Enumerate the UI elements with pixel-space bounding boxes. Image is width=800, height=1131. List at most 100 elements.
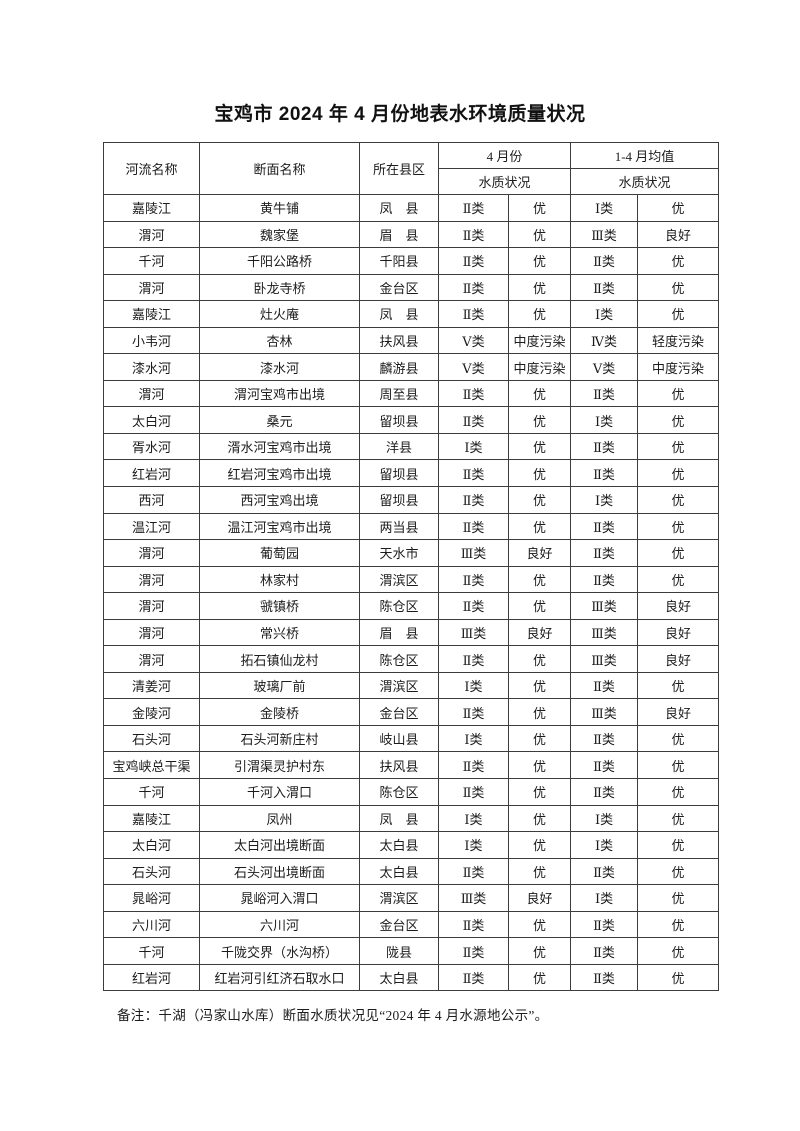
avg-class-cell: Ⅰ类 (570, 804, 639, 833)
april-class-cell: Ⅱ类 (438, 512, 509, 541)
section-name-cell: 杏林 (199, 326, 360, 355)
avg-status-cell: 优 (637, 778, 720, 806)
section-name-cell: 桑元 (199, 406, 360, 434)
river-name-cell: 石头河 (103, 857, 200, 886)
april-status-cell: 优 (507, 724, 572, 753)
table-row: 温江河 温江河宝鸡市出境 两当县 Ⅱ类优 Ⅱ类优 (103, 512, 720, 541)
section-name-cell: 林家村 (199, 565, 360, 594)
avg-status-cell: 优 (637, 671, 720, 700)
section-name-cell: 漆水河 (199, 353, 360, 381)
avg-class-cell: Ⅲ类 (570, 618, 639, 647)
table-row: 石头河 石头河新庄村 岐山县 Ⅰ类优 Ⅱ类优 (103, 724, 720, 753)
april-class-cell: Ⅰ类 (438, 804, 509, 833)
april-status-cell: 优 (507, 300, 572, 328)
avg-status-cell: 优 (637, 273, 720, 302)
county-cell: 太白县 (359, 831, 439, 859)
avg-class-cell: Ⅰ类 (570, 884, 639, 912)
header-row-2: 水质状况 水质状况 (104, 168, 720, 195)
county-cell: 留坝县 (359, 486, 439, 514)
april-class-cell: Ⅱ类 (438, 778, 509, 806)
county-cell: 太白县 (359, 963, 439, 992)
april-class-cell: Ⅱ类 (438, 406, 509, 434)
avg-class-cell: Ⅱ类 (570, 247, 639, 275)
avg-class-cell: Ⅱ类 (570, 459, 639, 488)
table-row: 小韦河 杏林 扶风县 Ⅴ类 中度污染 Ⅳ类 轻度污染 (103, 326, 720, 355)
river-name-cell: 石头河 (103, 724, 200, 753)
section-name-cell: 红岩河宝鸡市出境 (199, 459, 360, 488)
april-status-cell: 优 (507, 194, 572, 222)
section-name-cell: 金陵桥 (199, 698, 360, 726)
april-status-cell: 优 (507, 220, 572, 249)
county-cell: 岐山县 (359, 724, 439, 753)
table-row: 宝鸡峡总干渠 引渭渠灵护村东 扶风县 Ⅱ类优 Ⅱ类优 (103, 751, 720, 780)
table-row: 清姜河 玻璃厂前 渭滨区 Ⅰ类优 Ⅱ类优 (103, 671, 720, 700)
table-row: 金陵河 金陵桥 金台区 Ⅱ类优 Ⅲ类 良好 (103, 698, 720, 726)
river-name-cell: 渭河 (103, 273, 200, 302)
river-name-cell: 渭河 (103, 645, 200, 673)
april-status-cell: 优 (507, 486, 572, 514)
april-class-cell: Ⅱ类 (438, 698, 509, 726)
avg-class-cell: Ⅱ类 (570, 273, 639, 302)
county-cell: 留坝县 (359, 459, 439, 488)
avg-status-cell: 优 (637, 910, 720, 939)
river-name-cell: 红岩河 (103, 963, 200, 992)
table-row: 千河 千陇交界（水沟桥） 陇县 Ⅱ类优 Ⅱ类优 (103, 937, 720, 965)
river-name-cell: 小韦河 (103, 326, 200, 355)
river-name-cell: 胥水河 (103, 432, 200, 461)
table-row: 西河 西河宝鸡出境 留坝县 Ⅱ类优 Ⅰ类优 (103, 486, 720, 514)
water-quality-table: 河流名称 断面名称 所在县区 4 月份 1-4 月均值 水质状况 水质状况 嘉陵… (103, 142, 720, 992)
table-row: 渭河 魏家堡眉 县 Ⅱ类优 Ⅲ类 良好 (103, 220, 720, 249)
avg-class-cell: Ⅳ类 (570, 326, 639, 355)
april-class-cell: Ⅰ类 (438, 831, 509, 859)
avg-status-cell: 优 (637, 432, 720, 461)
april-class-cell: Ⅱ类 (438, 459, 509, 488)
avg-status-cell: 良好 (637, 220, 720, 249)
section-name-cell: 拓石镇仙龙村 (199, 645, 360, 673)
april-status-cell: 优 (507, 963, 572, 992)
river-name-cell: 千河 (103, 778, 200, 806)
section-name-cell: 晁峪河入渭口 (199, 884, 360, 912)
river-name-cell: 嘉陵江 (103, 300, 200, 328)
section-name-cell: 渭河宝鸡市出境 (199, 379, 360, 408)
col-header-jan-apr-average: 1-4 月均值 (570, 142, 720, 169)
river-name-cell: 渭河 (103, 618, 200, 647)
table-row: 红岩河 红岩河宝鸡市出境 留坝县 Ⅱ类优 Ⅱ类优 (103, 459, 720, 488)
river-name-cell: 渭河 (103, 539, 200, 567)
avg-status-cell: 优 (637, 884, 720, 912)
april-status-cell: 优 (507, 512, 572, 541)
col-header-section-name: 断面名称 (199, 142, 360, 195)
april-status-cell: 优 (507, 831, 572, 859)
avg-status-cell: 优 (637, 963, 720, 992)
table-header: 河流名称 断面名称 所在县区 4 月份 1-4 月均值 水质状况 水质状况 (103, 142, 720, 195)
avg-status-cell: 良好 (637, 592, 720, 620)
april-status-cell: 优 (507, 778, 572, 806)
table-row: 千河 千河入渭口 陈仓区 Ⅱ类优 Ⅱ类优 (103, 778, 720, 806)
avg-status-cell: 良好 (637, 698, 720, 726)
avg-status-cell: 优 (637, 194, 720, 222)
section-name-cell: 千河入渭口 (199, 778, 360, 806)
april-class-cell: Ⅲ类 (438, 618, 509, 647)
avg-class-cell: Ⅱ类 (570, 751, 639, 780)
april-class-cell: Ⅱ类 (438, 857, 509, 886)
avg-class-cell: Ⅲ类 (570, 645, 639, 673)
april-class-cell: Ⅱ类 (438, 963, 509, 992)
river-name-cell: 温江河 (103, 512, 200, 541)
section-name-cell: 六川河 (199, 910, 360, 939)
section-name-cell: 千陇交界（水沟桥） (199, 937, 360, 965)
april-class-cell: Ⅱ类 (438, 645, 509, 673)
river-name-cell: 太白河 (103, 406, 200, 434)
avg-class-cell: Ⅰ类 (570, 194, 639, 222)
table-row: 渭河 葡萄园 天水市 Ⅲ类 良好 Ⅱ类优 (103, 539, 720, 567)
april-status-cell: 优 (507, 592, 572, 620)
river-name-cell: 嘉陵江 (103, 194, 200, 222)
april-status-cell: 优 (507, 857, 572, 886)
table-row: 嘉陵江 凤州凤 县 Ⅰ类优 Ⅰ类优 (103, 804, 720, 833)
river-name-cell: 漆水河 (103, 353, 200, 381)
section-name-cell: 红岩河引红济石取水口 (199, 963, 360, 992)
avg-class-cell: Ⅰ类 (570, 406, 639, 434)
county-cell: 陇县 (359, 937, 439, 965)
avg-class-cell: Ⅲ类 (570, 698, 639, 726)
page-title: 宝鸡市 2024 年 4 月份地表水环境质量状况 (214, 104, 586, 125)
section-name-cell: 常兴桥 (199, 618, 360, 647)
river-name-cell: 晁峪河 (103, 884, 200, 912)
